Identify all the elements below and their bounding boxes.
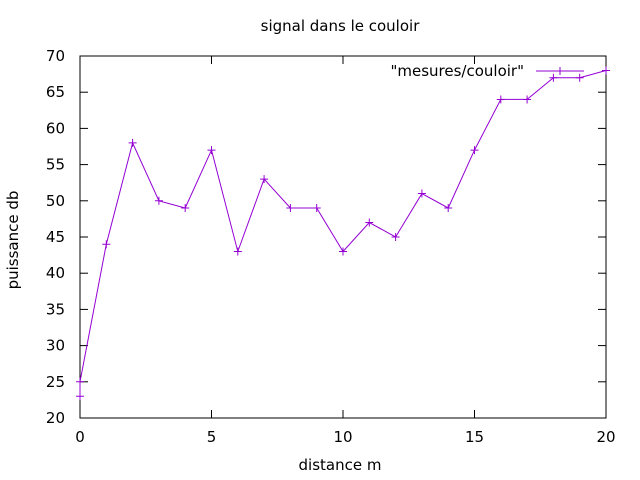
data-point (102, 240, 111, 249)
data-point (365, 218, 374, 227)
y-axis-ticks: 20 25 30 35 40 45 50 55 60 65 70 (46, 47, 606, 427)
y-tick-label: 25 (46, 373, 65, 391)
data-point (575, 73, 584, 82)
data-point (154, 196, 163, 205)
x-tick-label: 20 (596, 428, 615, 446)
y-tick-label: 60 (46, 119, 65, 137)
x-tick-label: 0 (75, 428, 85, 446)
y-tick-label: 30 (46, 337, 65, 355)
chart-title: signal dans le couloir (261, 17, 421, 35)
x-tick-label: 5 (207, 428, 217, 446)
data-point (523, 95, 532, 104)
data-point (549, 73, 558, 82)
data-point (339, 247, 347, 256)
data-point (391, 233, 400, 241)
y-axis-label: puissance db (4, 191, 22, 290)
data-point (181, 204, 190, 213)
y-tick-label: 40 (46, 264, 65, 282)
data-point (417, 189, 426, 198)
data-point (260, 175, 269, 184)
data-point (76, 392, 84, 401)
data-point (470, 146, 479, 155)
data-point (233, 247, 242, 256)
x-axis-label: distance m (299, 456, 382, 474)
x-tick-label: 10 (333, 428, 352, 446)
data-point (312, 204, 321, 213)
y-tick-label: 35 (46, 300, 65, 318)
y-tick-label: 70 (46, 47, 65, 65)
legend-plus-marker (556, 67, 564, 75)
y-tick-label: 65 (46, 83, 65, 101)
data-point (207, 146, 216, 155)
y-tick-label: 20 (46, 409, 65, 427)
data-point (76, 377, 84, 386)
data-point (496, 95, 505, 104)
plot-frame (79, 55, 607, 419)
data-point (444, 204, 453, 213)
legend: "mesures/couloir" (390, 62, 584, 80)
data-point (286, 204, 295, 213)
data-point (602, 66, 610, 75)
y-tick-label: 50 (46, 192, 65, 210)
y-tick-label: 55 (46, 156, 65, 174)
series-layer (76, 66, 610, 401)
x-tick-label: 15 (465, 428, 484, 446)
legend-marker-mesures-couloir (556, 67, 564, 75)
series-line-mesures-couloir (79, 70, 607, 397)
legend-label-mesures-couloir: "mesures/couloir" (390, 62, 524, 80)
y-tick-label: 45 (46, 228, 65, 246)
data-point (128, 138, 137, 147)
